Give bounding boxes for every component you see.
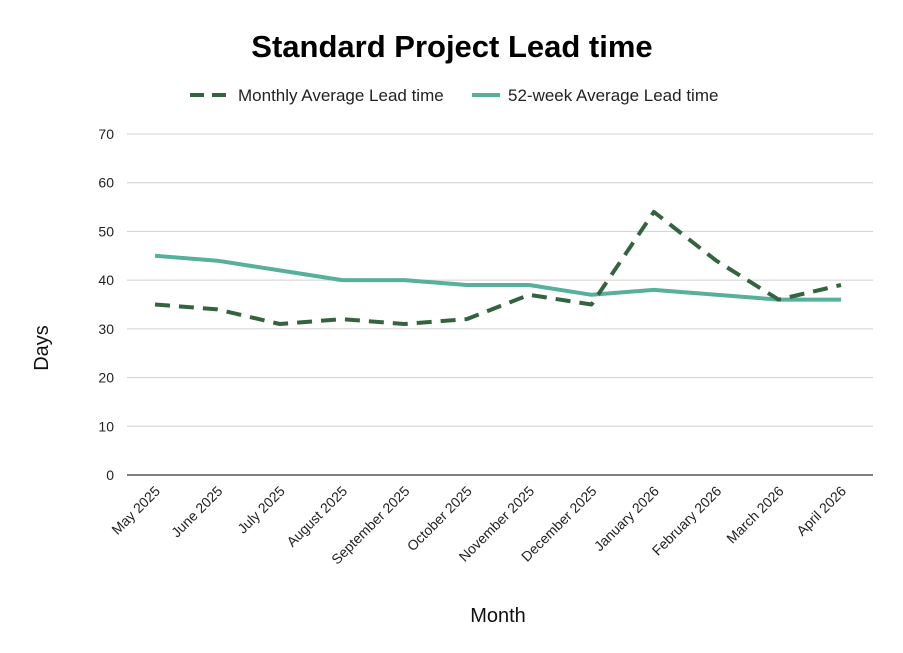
x-tick-label: March 2026 xyxy=(723,483,787,547)
y-tick-label: 50 xyxy=(98,223,114,239)
gridlines xyxy=(127,133,873,476)
y-tick-label: 20 xyxy=(98,370,114,386)
chart-title: Standard Project Lead time xyxy=(251,29,652,64)
y-tick-label: 30 xyxy=(98,321,114,337)
legend-item-monthly: Monthly Average Lead time xyxy=(190,86,444,105)
y-axis-title: Days xyxy=(31,325,53,371)
legend-label-52-week: 52-week Average Lead time xyxy=(508,86,718,105)
y-tick-label: 40 xyxy=(98,272,114,288)
y-tick-label: 60 xyxy=(98,175,114,191)
legend-label-monthly: Monthly Average Lead time xyxy=(238,86,444,105)
legend: Monthly Average Lead time 52-week Averag… xyxy=(190,86,718,105)
legend-item-52-week: 52-week Average Lead time xyxy=(472,86,718,105)
y-tick-label: 0 xyxy=(106,467,114,483)
series-lines xyxy=(154,209,842,326)
x-tick-label: April 2026 xyxy=(793,483,849,539)
x-tick-label: July 2025 xyxy=(234,483,288,537)
y-tick-label: 70 xyxy=(98,126,114,142)
y-axis-ticks: 0 10 20 30 40 50 60 70 xyxy=(98,126,114,483)
y-tick-label: 10 xyxy=(98,418,114,434)
series-line-monthly xyxy=(154,209,842,326)
series-line-52-week xyxy=(154,253,841,302)
x-tick-label: August 2025 xyxy=(283,483,350,550)
x-axis-title: Month xyxy=(470,605,526,627)
x-tick-label: June 2025 xyxy=(168,483,226,541)
x-tick-label: May 2025 xyxy=(108,483,163,538)
